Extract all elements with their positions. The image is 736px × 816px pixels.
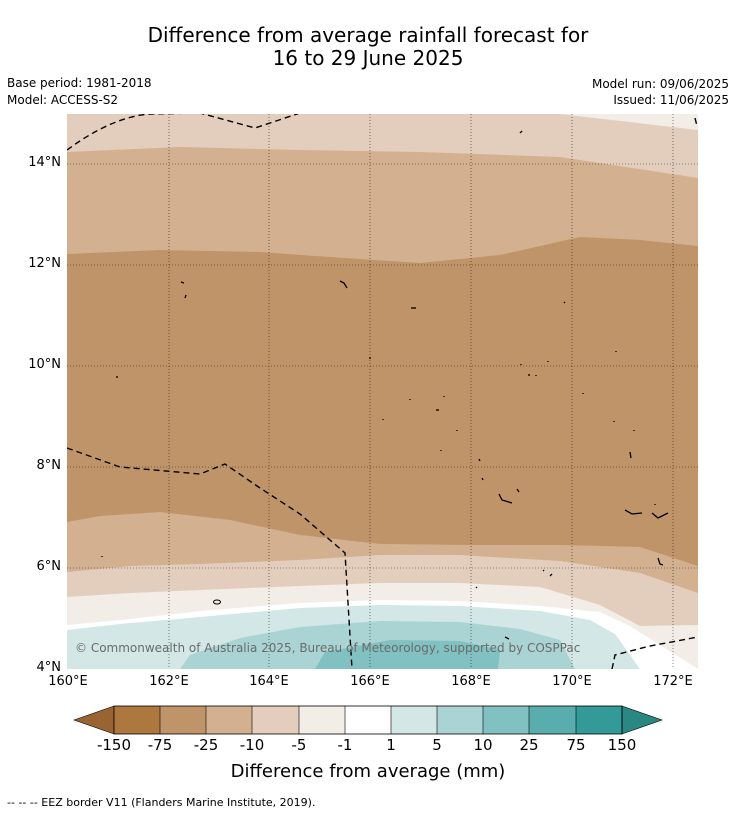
colorbar-segment <box>483 706 529 734</box>
colorbar-tick: 10 <box>473 736 493 754</box>
model-run: Model run: 09/06/2025 <box>591 77 729 91</box>
chart-title-line2: 16 to 29 June 2025 <box>272 46 464 70</box>
colorbar-tick: 150 <box>607 736 637 754</box>
lat-label-6n: 6°N <box>36 559 62 574</box>
colorbar-segment <box>576 706 622 734</box>
colorbar-tick: -10 <box>239 736 265 754</box>
shade-plus10 <box>315 640 500 669</box>
colorbar-tick: -5 <box>291 736 307 754</box>
colorbar-segment <box>299 706 345 734</box>
lon-label-170e: 170°E <box>552 674 592 689</box>
colorbar-title: Difference from average (mm) <box>230 761 506 782</box>
rainfall-map <box>67 114 698 669</box>
lat-label-8n: 8°N <box>36 458 62 473</box>
colorbar-segment <box>437 706 483 734</box>
gridlines <box>67 114 698 669</box>
colorbar-segment <box>391 706 437 734</box>
colorbar-frame <box>113 705 623 735</box>
lat-label-4n: 4°N <box>36 660 62 675</box>
lat-label-10n: 10°N <box>28 357 61 372</box>
colorbar-tick: 5 <box>432 736 442 754</box>
lat-label-14n: 14°N <box>28 155 61 170</box>
shade-minus75 <box>67 237 698 566</box>
colorbar-segment <box>160 706 206 734</box>
lon-label-168e: 168°E <box>451 674 491 689</box>
colorbar-tick: -1 <box>337 736 353 754</box>
eez-borders <box>67 114 698 669</box>
colorbar <box>73 705 663 735</box>
base-period: Base period: 1981-2018 <box>7 76 152 90</box>
colorbar-tick: 75 <box>566 736 586 754</box>
colorbar-tick: 25 <box>519 736 539 754</box>
lon-label-172e: 172°E <box>653 674 693 689</box>
eez-border-legend: -- -- -- EEZ border V11 (Flanders Marine… <box>7 796 316 809</box>
lon-label-164e: 164°E <box>249 674 289 689</box>
issued-date: Issued: 11/06/2025 <box>613 93 729 107</box>
islands <box>101 130 669 640</box>
colorbar-dividers <box>159 706 577 734</box>
colorbar-arrow-low <box>73 705 115 735</box>
lon-label-160e: 160°E <box>48 674 88 689</box>
chart-title-line1: Difference from average rainfall forecas… <box>147 23 589 47</box>
island-outline <box>213 599 221 605</box>
colorbar-tick: -25 <box>193 736 219 754</box>
colorbar-arrow-high <box>621 705 663 735</box>
colorbar-tick: -150 <box>96 736 132 754</box>
lon-label-166e: 166°E <box>350 674 390 689</box>
copyright-notice: © Commonwealth of Australia 2025, Bureau… <box>75 641 581 655</box>
model-name: Model: ACCESS-S2 <box>7 93 119 107</box>
colorbar-tick: -75 <box>147 736 173 754</box>
lat-label-12n: 12°N <box>28 256 61 271</box>
colorbar-segment <box>114 706 160 734</box>
colorbar-segment <box>529 706 576 734</box>
colorbar-segment <box>252 706 299 734</box>
colorbar-segment <box>206 706 252 734</box>
colorbar-tick: 1 <box>386 736 396 754</box>
lon-label-162e: 162°E <box>149 674 189 689</box>
colorbar-segment <box>345 706 391 734</box>
